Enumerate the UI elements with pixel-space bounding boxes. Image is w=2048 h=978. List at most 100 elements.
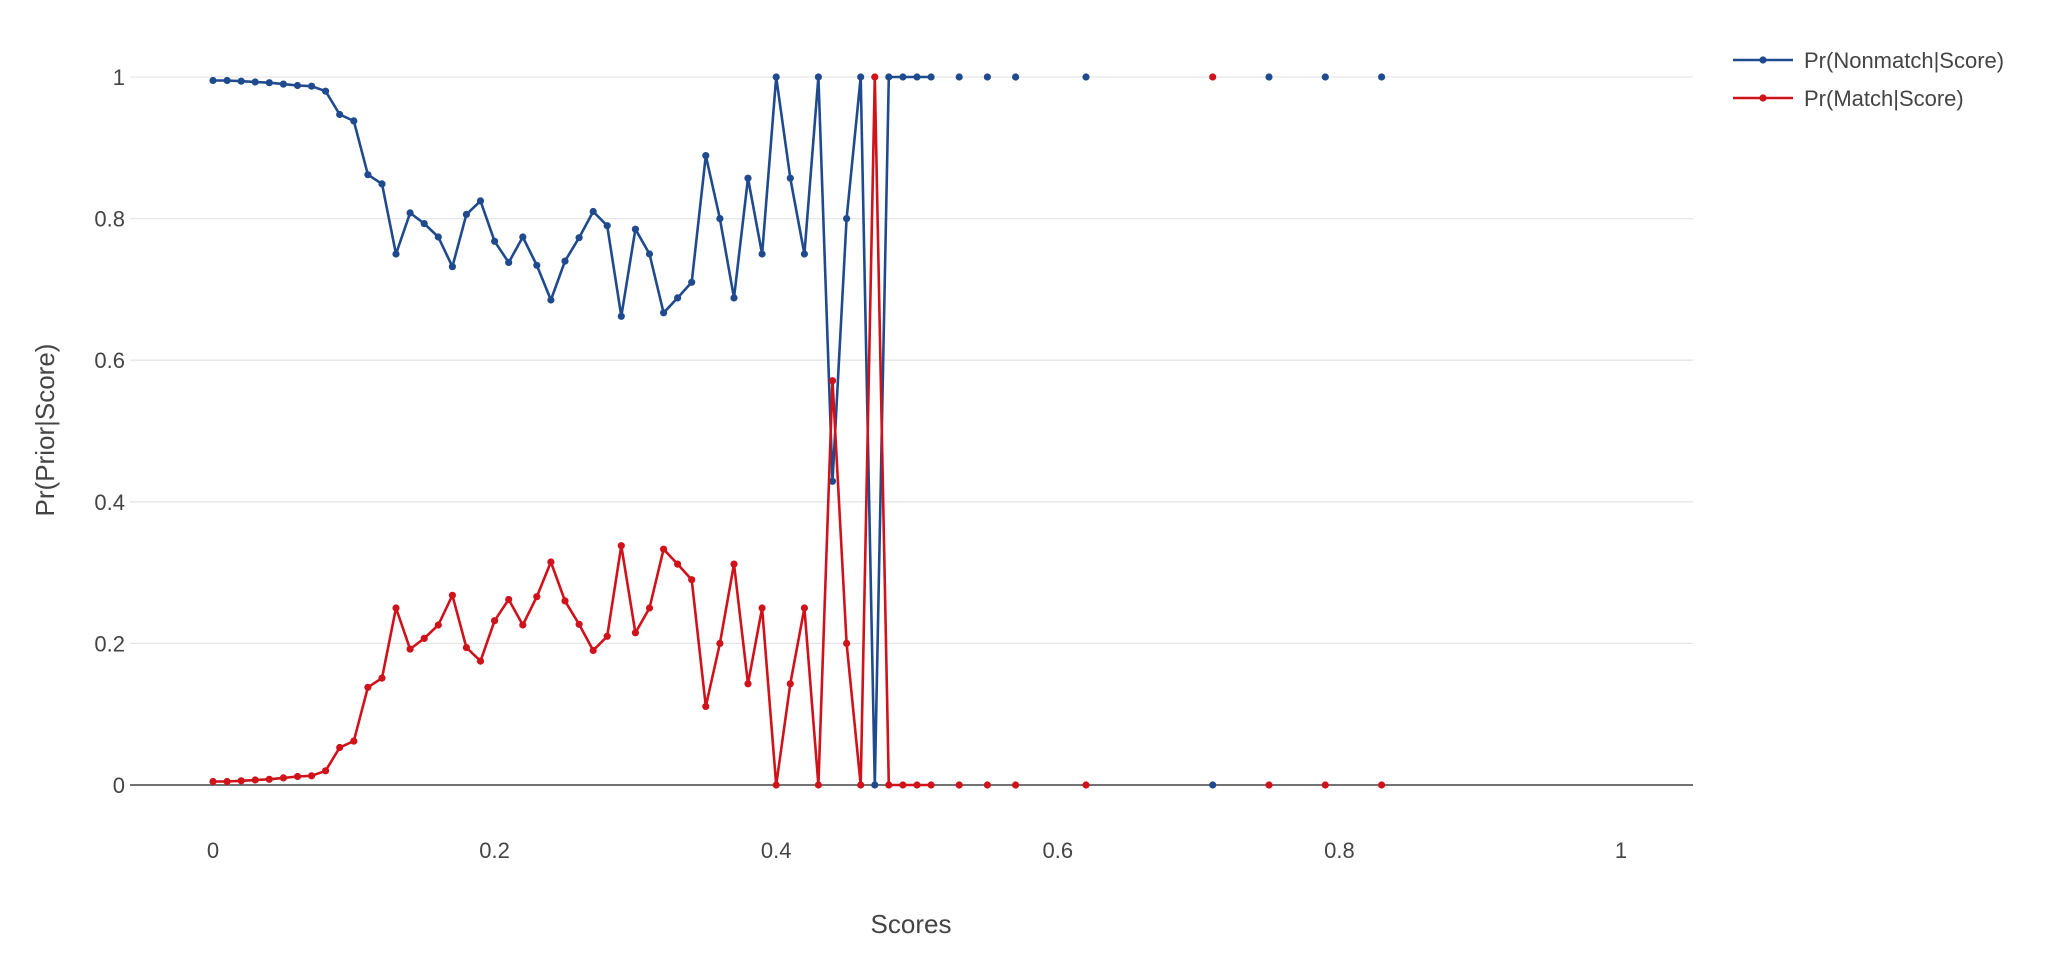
data-point[interactable] [364,171,372,179]
data-point[interactable] [322,767,330,775]
data-point[interactable] [279,80,287,88]
data-point[interactable] [885,781,893,789]
data-point[interactable] [758,250,766,258]
data-point[interactable] [308,772,316,780]
data-point[interactable] [828,377,837,385]
data-point[interactable] [800,250,809,258]
data-point[interactable] [645,604,654,612]
data-point[interactable] [885,73,893,81]
legend[interactable]: Pr(Nonmatch|Score) Pr(Match|Score) [1733,48,2004,111]
data-point[interactable] [645,250,654,258]
data-point[interactable] [561,257,569,265]
data-point[interactable] [505,258,513,267]
data-point[interactable] [1378,781,1386,789]
data-point[interactable] [730,294,738,302]
data-point[interactable] [688,576,696,584]
data-point[interactable] [547,296,555,304]
data-point[interactable] [1265,73,1273,81]
data-point[interactable] [828,477,837,485]
data-point[interactable] [631,629,640,637]
data-point[interactable] [223,76,231,85]
data-point[interactable] [786,174,794,182]
data-point[interactable] [406,209,414,217]
data-point[interactable] [265,775,273,783]
data-point[interactable] [491,237,499,245]
data-point[interactable] [772,781,780,789]
data-point[interactable] [1082,73,1090,81]
data-point[interactable] [533,261,541,269]
data-point[interactable] [265,79,273,87]
data-point[interactable] [589,207,597,216]
data-point[interactable] [758,604,766,612]
data-point[interactable] [1209,781,1217,789]
data-point[interactable] [955,781,963,789]
data-point[interactable] [716,215,724,223]
data-point[interactable] [350,117,358,125]
data-point[interactable] [1321,781,1329,789]
data-point[interactable] [800,604,809,612]
data-point[interactable] [702,702,710,711]
data-point[interactable] [293,772,302,781]
data-point[interactable] [603,222,611,230]
data-point[interactable] [857,781,865,789]
data-point[interactable] [378,180,386,188]
legend-item[interactable]: Pr(Nonmatch|Score) [1733,48,2004,73]
data-point[interactable] [392,604,400,612]
data-point[interactable] [927,781,935,789]
data-point[interactable] [1012,73,1020,81]
data-point[interactable] [293,81,302,90]
data-point[interactable] [434,233,442,241]
data-point[interactable] [519,233,527,241]
data-point[interactable] [631,225,640,233]
data-point[interactable] [519,621,527,629]
data-point[interactable] [814,73,823,81]
data-point[interactable] [744,174,752,182]
data-point[interactable] [350,737,358,745]
data-point[interactable] [927,73,935,81]
data-point[interactable] [843,215,851,223]
data-point[interactable] [575,620,583,628]
data-point[interactable] [983,73,992,81]
data-point[interactable] [209,777,217,786]
legend-item[interactable]: Pr(Match|Score) [1733,86,1964,111]
data-point[interactable] [786,680,794,688]
data-point[interactable] [476,657,485,665]
data-point[interactable] [505,595,513,604]
data-point[interactable] [913,781,921,789]
data-point[interactable] [533,593,541,601]
data-point[interactable] [674,560,682,568]
data-point[interactable] [730,560,738,568]
data-point[interactable] [251,776,259,784]
data-point[interactable] [899,781,907,789]
data-point[interactable] [561,597,569,605]
data-point[interactable] [688,278,696,286]
data-point[interactable] [871,781,879,789]
data-point[interactable] [1378,73,1386,81]
data-point[interactable] [1082,781,1090,789]
data-point[interactable] [899,73,907,81]
data-point[interactable] [1012,781,1020,789]
data-point[interactable] [223,777,231,786]
data-point[interactable] [491,617,499,625]
data-point[interactable] [857,73,865,81]
data-point[interactable] [575,234,583,242]
data-point[interactable] [364,683,372,691]
data-point[interactable] [660,309,668,317]
data-point[interactable] [448,263,456,271]
data-point[interactable] [913,73,921,81]
data-point[interactable] [322,87,330,95]
data-point[interactable] [983,781,992,789]
data-point[interactable] [1209,73,1217,81]
data-point[interactable] [547,558,555,566]
data-point[interactable] [617,312,625,320]
data-point[interactable] [772,73,780,81]
data-point[interactable] [209,76,217,85]
data-point[interactable] [674,294,682,302]
data-point[interactable] [392,250,400,258]
data-point[interactable] [617,542,625,550]
data-point[interactable] [1265,781,1273,789]
data-point[interactable] [871,73,879,81]
data-point[interactable] [744,680,752,688]
data-point[interactable] [462,210,470,218]
data-point[interactable] [660,545,668,553]
